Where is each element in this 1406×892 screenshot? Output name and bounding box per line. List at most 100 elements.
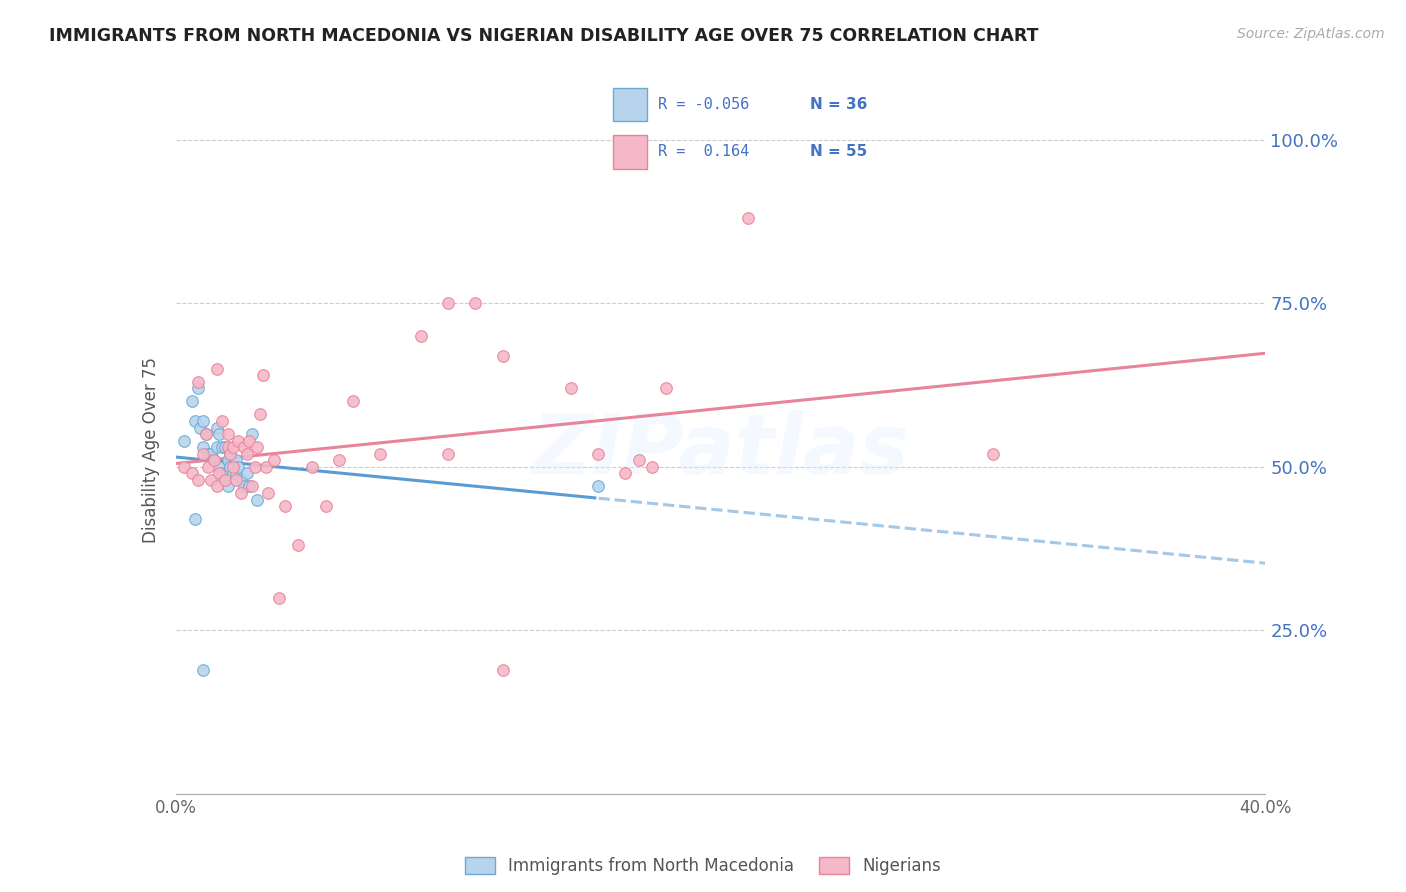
- Point: [269, 591, 291, 605]
- Point: [246, 492, 269, 507]
- Point: [641, 459, 664, 474]
- Text: Source: ZipAtlas.com: Source: ZipAtlas.com: [1237, 27, 1385, 41]
- Point: [202, 453, 225, 467]
- Point: [173, 459, 195, 474]
- Point: [211, 440, 233, 454]
- Point: [235, 467, 257, 481]
- Point: [492, 349, 515, 363]
- Point: [274, 499, 297, 513]
- Point: [194, 427, 217, 442]
- Point: [214, 473, 236, 487]
- Point: [257, 486, 280, 500]
- Point: [225, 453, 247, 467]
- Point: [222, 467, 245, 481]
- Point: [232, 479, 254, 493]
- Point: [246, 440, 269, 454]
- Point: [342, 394, 364, 409]
- Y-axis label: Disability Age Over 75: Disability Age Over 75: [142, 358, 160, 543]
- Point: [214, 440, 236, 454]
- Text: IMMIGRANTS FROM NORTH MACEDONIA VS NIGERIAN DISABILITY AGE OVER 75 CORRELATION C: IMMIGRANTS FROM NORTH MACEDONIA VS NIGER…: [49, 27, 1039, 45]
- Point: [181, 394, 204, 409]
- Point: [301, 459, 323, 474]
- Point: [191, 447, 214, 461]
- Point: [186, 473, 209, 487]
- Point: [191, 440, 214, 454]
- Point: [184, 414, 207, 428]
- Point: [409, 329, 432, 343]
- Point: [208, 467, 231, 481]
- Point: [197, 459, 219, 474]
- Point: [191, 414, 214, 428]
- Point: [464, 296, 486, 310]
- Point: [219, 447, 242, 461]
- Legend: Immigrants from North Macedonia, Nigerians: Immigrants from North Macedonia, Nigeria…: [465, 856, 941, 875]
- Point: [240, 479, 263, 493]
- Point: [240, 427, 263, 442]
- Point: [627, 453, 650, 467]
- Point: [231, 473, 253, 487]
- Point: [194, 427, 217, 442]
- Point: [205, 440, 228, 454]
- Point: [211, 467, 233, 481]
- Point: [232, 440, 254, 454]
- Point: [315, 499, 337, 513]
- Point: [492, 663, 515, 677]
- Point: [614, 467, 637, 481]
- Point: [202, 453, 225, 467]
- Text: R =  0.164: R = 0.164: [658, 145, 749, 160]
- Point: [217, 479, 239, 493]
- Point: [437, 447, 460, 461]
- Point: [655, 381, 678, 395]
- Point: [197, 447, 219, 461]
- Point: [208, 427, 231, 442]
- Point: [217, 440, 239, 454]
- Point: [228, 459, 250, 474]
- Point: [231, 486, 253, 500]
- Point: [328, 453, 350, 467]
- Point: [243, 459, 266, 474]
- Point: [219, 447, 242, 461]
- Point: [368, 447, 391, 461]
- Point: [211, 414, 233, 428]
- Text: N = 36: N = 36: [810, 97, 868, 112]
- Point: [437, 296, 460, 310]
- Text: R = -0.056: R = -0.056: [658, 97, 749, 112]
- Point: [205, 361, 228, 376]
- Point: [238, 434, 260, 448]
- Point: [225, 473, 247, 487]
- Point: [186, 381, 209, 395]
- Point: [219, 459, 242, 474]
- Point: [235, 447, 257, 461]
- Point: [249, 408, 271, 422]
- Text: N = 55: N = 55: [810, 145, 868, 160]
- Point: [252, 368, 274, 383]
- Point: [225, 467, 247, 481]
- Point: [200, 473, 222, 487]
- Point: [586, 479, 609, 493]
- Point: [737, 211, 759, 226]
- Point: [181, 467, 204, 481]
- Point: [173, 434, 195, 448]
- Point: [184, 512, 207, 526]
- Point: [254, 459, 277, 474]
- Point: [586, 447, 609, 461]
- Point: [222, 440, 245, 454]
- Point: [560, 381, 582, 395]
- Point: [186, 375, 209, 389]
- Point: [217, 427, 239, 442]
- Point: [200, 447, 222, 461]
- Point: [188, 420, 211, 434]
- Point: [222, 459, 245, 474]
- Point: [981, 447, 1004, 461]
- Point: [287, 538, 309, 552]
- Point: [191, 663, 214, 677]
- FancyBboxPatch shape: [613, 136, 647, 169]
- Point: [205, 479, 228, 493]
- Point: [205, 420, 228, 434]
- Point: [238, 479, 260, 493]
- Point: [214, 473, 236, 487]
- FancyBboxPatch shape: [613, 88, 647, 121]
- Text: ZIPatlas: ZIPatlas: [531, 410, 910, 491]
- Point: [208, 459, 231, 474]
- Point: [263, 453, 285, 467]
